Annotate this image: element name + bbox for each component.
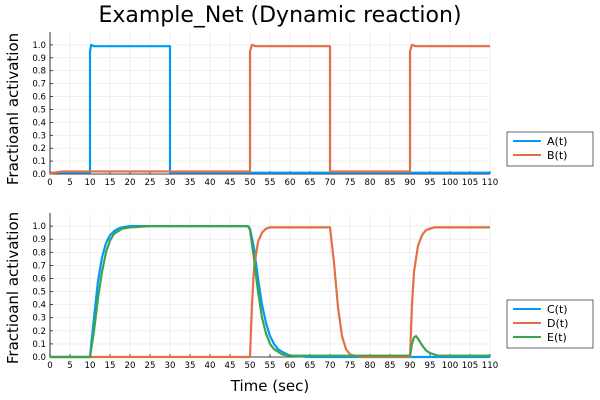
x-tick-label: 45 [225,178,236,188]
x-tick-label: 70 [325,178,336,188]
legend-label: A(t) [547,135,567,148]
x-tick-label: 65 [305,178,316,188]
x-tick-label: 95 [425,178,436,188]
x-tick-label: 15 [105,361,116,371]
x-tick-label: 100 [442,361,458,371]
series-line-bt [49,43,490,176]
x-tick-label: 40 [205,178,216,188]
y-tick-label: 0.1 [32,340,46,350]
y-tick-label: 0.3 [32,131,46,141]
y-tick-label: 0.0 [32,353,46,363]
legend-box [506,131,594,167]
x-tick-label: 90 [405,178,416,188]
x-tick-label: 85 [385,361,396,371]
x-tick-label: 80 [365,178,376,188]
y-tick-label: 0.2 [32,327,46,337]
legend-label: D(t) [547,317,568,330]
x-tick-label: 105 [462,361,478,371]
y-tick-label: 0.8 [32,248,46,258]
y-tick-label: 0.2 [32,144,46,154]
x-tick-label: 75 [345,178,356,188]
x-tick-label: 30 [165,361,176,371]
x-tick-label: 0 [47,361,52,371]
x-tick-label: 25 [145,178,156,188]
x-tick-label: 60 [285,361,296,371]
x-tick-label: 35 [185,178,196,188]
y-tick-label: 0.7 [32,80,46,90]
x-tick-label: 40 [205,361,216,371]
x-tick-label: 25 [145,361,156,371]
bottom-y-axis-label: Fractioanl activation [4,212,22,364]
y-tick-label: 0.1 [32,157,46,167]
x-tick-label: 95 [425,361,436,371]
x-tick-label: 50 [245,361,256,371]
x-tick-label: 55 [265,178,276,188]
x-tick-label: 20 [125,178,136,188]
x-tick-label: 5 [67,178,72,188]
y-tick-label: 0.6 [32,274,46,284]
series-line-at [50,43,490,174]
x-tick-label: 55 [265,361,276,371]
y-tick-label: 0.4 [32,301,46,311]
y-tick-label: 0.9 [32,235,46,245]
y-tick-label: 1.0 [32,222,46,232]
legend-label: B(t) [547,149,567,162]
x-tick-label: 70 [325,361,336,371]
x-tick-label: 90 [405,361,416,371]
x-tick-label: 100 [442,178,458,188]
top-plot-panel: 0 5 10 15 20 25 30 35 40 45 50 55 60 65 70 75 80 85 90 95 10… [32,32,594,188]
x-tick-label: 75 [345,361,356,371]
x-tick-label: 5 [67,361,72,371]
x-tick-label: 60 [285,178,296,188]
x-tick-label: 65 [305,361,316,371]
x-tick-label: 10 [85,178,96,188]
x-tick-label: 0 [47,178,52,188]
x-tick-label: 20 [125,361,136,371]
x-tick-label: 50 [245,178,256,188]
y-tick-label: 0.4 [32,118,46,128]
y-tick-label: 0.9 [32,54,46,64]
bottom-x-axis-label: Time (sec) [230,377,309,395]
x-tick-label: 85 [385,178,396,188]
x-tick-label: 80 [365,361,376,371]
y-tick-label: 0.8 [32,67,46,77]
chart-title: Example_Net (Dynamic reaction) [98,3,461,28]
x-tick-label: 15 [105,178,116,188]
legend-label: C(t) [547,303,568,316]
x-tick-label: 110 [482,178,498,188]
series-line-et [50,224,490,359]
x-tick-label: 110 [482,361,498,371]
y-tick-label: 0.3 [32,314,46,324]
top-y-axis-label: Fractioanl activation [4,33,22,185]
y-tick-label: 0.5 [32,105,46,115]
series-line-dt [50,226,490,359]
x-tick-label: 35 [185,361,196,371]
y-tick-label: 0.0 [32,170,46,180]
bottom-plot-panel: 0 5 10 15 20 25 30 35 40 45 50 55 60 65 70 75 80 85 90 95 10… [32,213,594,371]
y-tick-label: 0.5 [32,288,46,298]
legend-label: E(t) [547,331,567,344]
x-tick-label: 10 [85,361,96,371]
x-tick-label: 105 [462,178,478,188]
y-tick-label: 0.7 [32,261,46,271]
y-tick-label: 1.0 [32,41,46,51]
y-tick-label: 0.6 [32,93,46,103]
x-tick-label: 30 [165,178,176,188]
x-tick-label: 45 [225,361,236,371]
